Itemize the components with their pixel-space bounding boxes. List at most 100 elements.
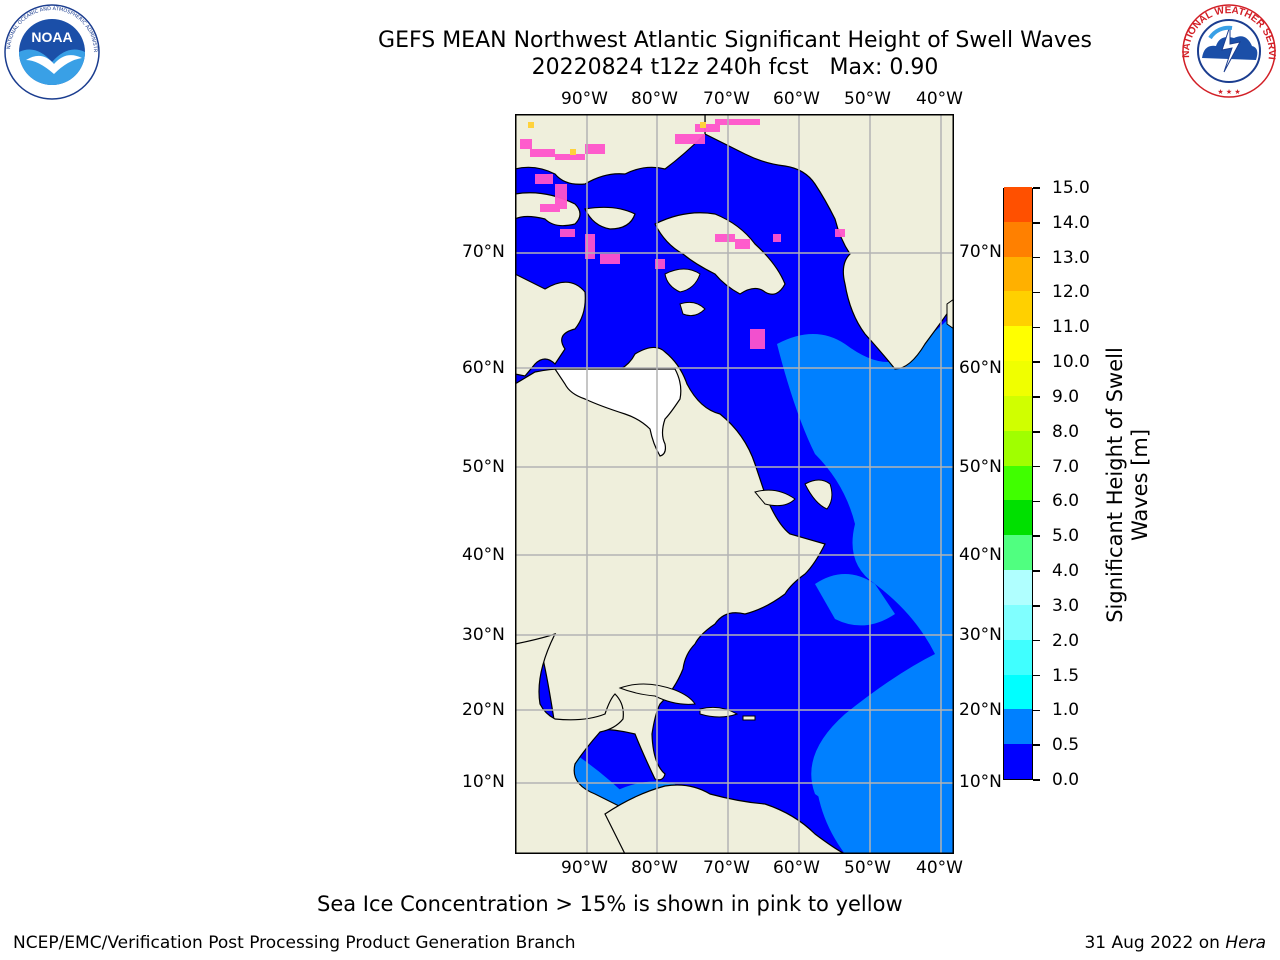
gridlines (515, 114, 954, 854)
colorbar-tick-mark (1033, 674, 1040, 677)
swell-patch (815, 574, 895, 626)
colorbar-tick-label: 1.0 (1052, 700, 1080, 721)
colorbar-segment (1004, 465, 1032, 501)
colorbar-tick-label: 4.0 (1052, 561, 1080, 582)
colorbar-tick-mark (1033, 326, 1040, 329)
lat-label-left: 20°N (462, 700, 505, 720)
colorbar-tick-label: 13.0 (1052, 247, 1090, 268)
swell-zone-east (777, 314, 954, 854)
lat-label-right: 30°N (959, 625, 1002, 645)
colorbar-tick-mark (1033, 187, 1040, 189)
colorbar-segment (1004, 569, 1032, 605)
colorbar-tick-label: 9.0 (1052, 386, 1080, 407)
colorbar-tick-mark (1033, 291, 1040, 294)
lon-label-top: 60°W (773, 89, 820, 109)
lon-label-bottom: 40°W (916, 858, 963, 878)
land-newfoundland (804, 479, 833, 510)
lat-label-left: 60°N (462, 358, 505, 378)
land-greenland (704, 114, 954, 370)
lon-label-top: 40°W (916, 89, 963, 109)
lon-label-bottom: 60°W (773, 858, 820, 878)
lon-label-top: 70°W (703, 89, 750, 109)
chart-subtitle: 20220824 t12z 240h fcst Max: 0.90 (531, 55, 939, 80)
colorbar-tick-mark (1033, 779, 1040, 781)
colorbar-tick-label: 2.0 (1052, 630, 1080, 651)
lat-label-right: 60°N (959, 358, 1002, 378)
noaa-logo-icon: NOAA NATIONAL OCEANIC AND ATMOSPHERIC AD… (0, 0, 102, 100)
colorbar-label-line2: Waves [m] (1128, 428, 1152, 542)
lon-label-bottom: 70°W (703, 858, 750, 878)
colorbar-tick-mark (1033, 396, 1040, 398)
colorbar-tick-mark (1033, 256, 1040, 259)
colorbar-tick-mark (1033, 431, 1040, 433)
colorbar-segment (1004, 395, 1032, 431)
lon-label-top: 90°W (561, 89, 608, 109)
map-border (515, 114, 954, 854)
svg-text:★ ★ ★: ★ ★ ★ (1217, 88, 1240, 96)
land-arctic-islands (584, 206, 636, 230)
colorbar-segment (1004, 604, 1032, 640)
colorbar-tick-label: 5.0 (1052, 526, 1080, 547)
colorbar-tick-label: 15.0 (1052, 178, 1090, 198)
nws-logo-icon: NATIONAL WEATHER SERVICE ★ ★ ★ (1176, 0, 1278, 100)
colorbar-tick-mark (1033, 465, 1040, 468)
sea-ice-note: Sea Ice Concentration > 15% is shown in … (317, 892, 903, 916)
colorbar-tick-label: 0.5 (1052, 735, 1080, 756)
lon-label-bottom: 90°W (561, 858, 608, 878)
colorbar-tick-mark (1033, 570, 1040, 572)
colorbar-tick-label: 0.0 (1052, 770, 1080, 790)
chart-title: GEFS MEAN Northwest Atlantic Significant… (378, 28, 1092, 53)
colorbar-tick-label: 3.0 (1052, 595, 1080, 616)
land-south-america (604, 784, 846, 854)
colorbar-tick-mark (1033, 709, 1040, 712)
lat-label-right: 50°N (959, 457, 1002, 477)
sea-ice-high (528, 122, 706, 155)
land-puerto-rico (742, 715, 756, 721)
colorbar-segment (1004, 674, 1032, 710)
footer-credit: NCEP/EMC/Verification Post Processing Pr… (13, 933, 576, 953)
colorbar-segment (1004, 360, 1032, 396)
colorbar-tick-mark (1033, 639, 1040, 642)
lon-label-top: 50°W (844, 89, 891, 109)
land-iceland (946, 298, 954, 330)
colorbar-segment (1004, 221, 1032, 257)
lat-label-right: 10°N (959, 772, 1002, 792)
colorbar-label-line1: Significant Height of Swell (1103, 347, 1127, 623)
lat-label-left: 50°N (462, 457, 505, 477)
colorbar-tick-mark (1033, 361, 1040, 363)
lat-label-right: 40°N (959, 545, 1002, 565)
colorbar-segment (1004, 708, 1032, 745)
colorbar-segment (1004, 430, 1032, 466)
lon-label-top: 80°W (631, 89, 678, 109)
colorbar-tick-mark (1033, 500, 1040, 503)
land-mexico (515, 632, 646, 854)
colorbar-tick-label: 8.0 (1052, 421, 1080, 442)
colorbar-segment (1004, 534, 1032, 571)
footer-date: 31 Aug 2022 on Hera (1084, 933, 1266, 953)
colorbar-tick-label: 10.0 (1052, 352, 1090, 373)
colorbar (1003, 186, 1033, 780)
colorbar-segment (1004, 186, 1032, 222)
colorbar-segment (1004, 256, 1032, 292)
colorbar-segment (1004, 325, 1032, 362)
land-southampton (664, 268, 701, 293)
colorbar-tick-mark (1033, 605, 1040, 607)
lon-label-bottom: 50°W (844, 858, 891, 878)
land-island (679, 301, 706, 317)
map-svg (515, 114, 954, 854)
colorbar-segment (1004, 499, 1032, 536)
colorbar-tick-mark (1033, 744, 1040, 746)
lat-label-left: 30°N (462, 625, 505, 645)
colorbar-tick-mark (1033, 222, 1040, 224)
colorbar-tick-label: 12.0 (1052, 282, 1090, 303)
colorbar-tick-label: 11.0 (1052, 317, 1090, 338)
colorbar-segment (1004, 290, 1032, 327)
lat-label-right: 70°N (959, 242, 1002, 262)
swell-zone-southeast (815, 724, 954, 854)
colorbar-tick-label: 14.0 (1052, 212, 1090, 233)
colorbar-segment (1004, 743, 1032, 779)
sea-ice-overlay (520, 119, 845, 349)
lat-label-left: 70°N (462, 242, 505, 262)
colorbar-tick-mark (1033, 535, 1040, 537)
footer-date-text: 31 Aug 2022 on (1084, 933, 1226, 953)
